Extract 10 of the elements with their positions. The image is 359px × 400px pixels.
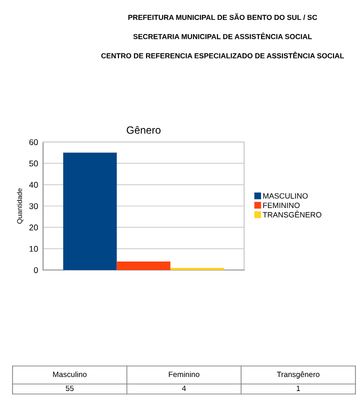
bar (63, 152, 117, 270)
chart-title: Gênero (126, 126, 161, 134)
y-tick-label: 20 (29, 224, 38, 230)
y-tick-label: 40 (29, 182, 38, 188)
y-tick-label: 30 (29, 203, 38, 210)
y-tick-label: 10 (30, 246, 38, 252)
bar (116, 261, 170, 270)
y-tick-label: 0 (34, 267, 38, 274)
y-tick-label: 60 (29, 139, 38, 146)
y-tick-label: 50 (29, 160, 38, 166)
